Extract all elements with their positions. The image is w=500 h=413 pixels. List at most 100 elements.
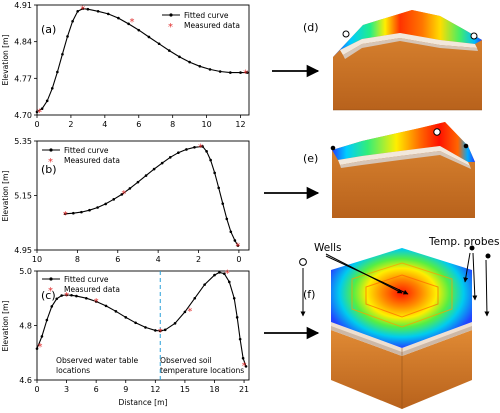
fitted-point-b-1 — [72, 211, 75, 215]
panel-label-a: (a) — [41, 23, 56, 36]
measured-point-b-2: * — [198, 142, 203, 153]
xtick-label-c-4: 12 — [150, 385, 160, 394]
fitted-point-a-20 — [188, 60, 191, 64]
fitted-point-c-16 — [154, 329, 157, 332]
fitted-point-c-13 — [124, 316, 128, 319]
fitted-point-c-28 — [235, 316, 239, 319]
wells-label: Wells — [314, 242, 342, 254]
fitted-point-b-16 — [193, 145, 196, 149]
ylabel-c: Elevation [m] — [1, 300, 10, 351]
fitted-point-a-3 — [50, 86, 54, 90]
ytick-label-c-0: 4.6 — [19, 376, 32, 385]
ytick-label-c-2: 5.0 — [19, 267, 32, 276]
measured-point-c-5: * — [225, 268, 230, 279]
fitted-point-b-7 — [120, 193, 124, 196]
fitted-point-b-2 — [80, 210, 83, 214]
fitted-point-a-11 — [96, 9, 100, 13]
measured-point-c-0: * — [37, 342, 42, 353]
legend-a: Fitted curve * Measured data — [162, 11, 240, 33]
marker-d-right — [470, 32, 478, 40]
fitted-point-b-23 — [225, 217, 229, 221]
fitted-point-c-10 — [94, 300, 98, 303]
arrow-probes-2 — [472, 252, 478, 301]
fitted-point-a-24 — [229, 71, 232, 74]
fitted-point-b-18 — [205, 150, 208, 153]
fitted-point-b-11 — [152, 167, 156, 171]
fitted-point-a-7 — [71, 19, 74, 23]
fitted-point-b-0 — [63, 212, 67, 216]
xtick-label-c-2: 6 — [94, 385, 99, 394]
xtick-label-a-0: 0 — [34, 120, 39, 129]
fitted-point-a-19 — [178, 55, 181, 59]
fitted-point-b-17 — [201, 145, 204, 148]
arrow-wells-2 — [325, 255, 409, 295]
xtick-label-b-3: 4 — [156, 255, 161, 264]
annotation-water-table: Observed water table locations — [56, 356, 139, 375]
legend-a-measured: Measured data — [184, 21, 240, 30]
xtick-label-b-0: 10 — [32, 255, 42, 264]
marker-e-top — [433, 128, 441, 136]
fitted-point-b-4 — [96, 206, 99, 209]
fitted-point-a-1 — [40, 107, 44, 111]
measured-point-b-1: * — [121, 189, 126, 200]
fitted-point-c-31 — [244, 365, 248, 368]
fitted-point-c-30 — [241, 356, 245, 360]
legend-b-star: * — [48, 157, 53, 168]
plot-area-c: * * * * * * * — [35, 268, 248, 380]
ytick-label-a-3: 4.91 — [14, 1, 32, 10]
legend-a-star: * — [168, 22, 173, 33]
ylabel-a: Elevation [m] — [1, 34, 10, 85]
measured-point-c-1: * — [64, 291, 69, 302]
fitted-point-c-8 — [75, 294, 78, 298]
model-block-d: (d) — [303, 10, 482, 111]
model-block-f: (f) Wells Temp. probes — [299, 236, 499, 409]
fitted-point-b-13 — [168, 156, 172, 159]
xlabel-c: Distance [m] — [119, 398, 168, 407]
fitted-point-a-18 — [167, 49, 171, 52]
fitted-point-b-24 — [229, 230, 233, 234]
ytick-label-a-1: 4.77 — [14, 74, 32, 83]
fitted-point-c-15 — [144, 326, 147, 329]
legend-b-fitted: Fitted curve — [64, 146, 109, 155]
arrow-probes-1 — [463, 252, 471, 283]
ytick-label-c-1: 4.8 — [19, 322, 32, 331]
measured-point-c-2: * — [94, 297, 99, 308]
legend-b-measured: Measured data — [64, 156, 120, 165]
fitted-point-c-19 — [173, 322, 177, 325]
xtick-label-a-5: 10 — [202, 120, 212, 129]
fitted-point-b-14 — [177, 151, 180, 155]
legend-c-measured: Measured data — [64, 285, 120, 294]
xtick-label-b-1: 8 — [75, 255, 80, 264]
marker-d-left — [342, 30, 350, 38]
ytick-label-b-0: 4.95 — [14, 246, 32, 255]
xtick-label-c-5: 15 — [180, 385, 190, 394]
panel-label-c: (c) — [41, 289, 56, 302]
axis-ticks-c: 0 3 6 9 12 15 18 21 4.6 4.8 5.0 — [19, 267, 249, 394]
fitted-point-c-3 — [50, 305, 54, 308]
annotation-soil-temp: Observed soil temperature locations — [160, 356, 244, 375]
fitted-point-c-7 — [70, 293, 73, 297]
measured-point-a-3: * — [243, 69, 248, 80]
legend-b: Fitted curve * Measured data — [42, 146, 120, 168]
panel-label-d: (d) — [303, 21, 319, 34]
fitted-point-a-0 — [35, 110, 39, 114]
fitted-point-c-29 — [238, 337, 242, 341]
fitted-point-b-3 — [88, 208, 91, 212]
ytick-label-b-1: 5.15 — [14, 192, 32, 201]
chart-panel-b: (b) Fitted curve * Measured data 10 8 6 4 2 0… — [14, 137, 250, 264]
chart-panel-c: (c) Fitted curve * Measured data Observe… — [19, 267, 250, 407]
panel-label-f: (f) — [303, 288, 315, 301]
ytick-label-b-2: 5.35 — [14, 137, 32, 146]
fitted-point-a-10 — [86, 7, 90, 11]
well-marker — [299, 258, 307, 266]
fitted-point-b-22 — [221, 202, 225, 205]
fitted-point-b-10 — [144, 174, 148, 177]
fitted-point-c-4 — [55, 297, 59, 301]
fitted-point-b-19 — [209, 158, 212, 162]
fitted-point-c-11 — [104, 304, 108, 308]
xtick-label-c-6: 18 — [209, 385, 219, 394]
fitted-point-b-8 — [128, 187, 132, 190]
xtick-label-b-2: 6 — [115, 255, 120, 264]
fitted-point-a-16 — [147, 35, 151, 39]
